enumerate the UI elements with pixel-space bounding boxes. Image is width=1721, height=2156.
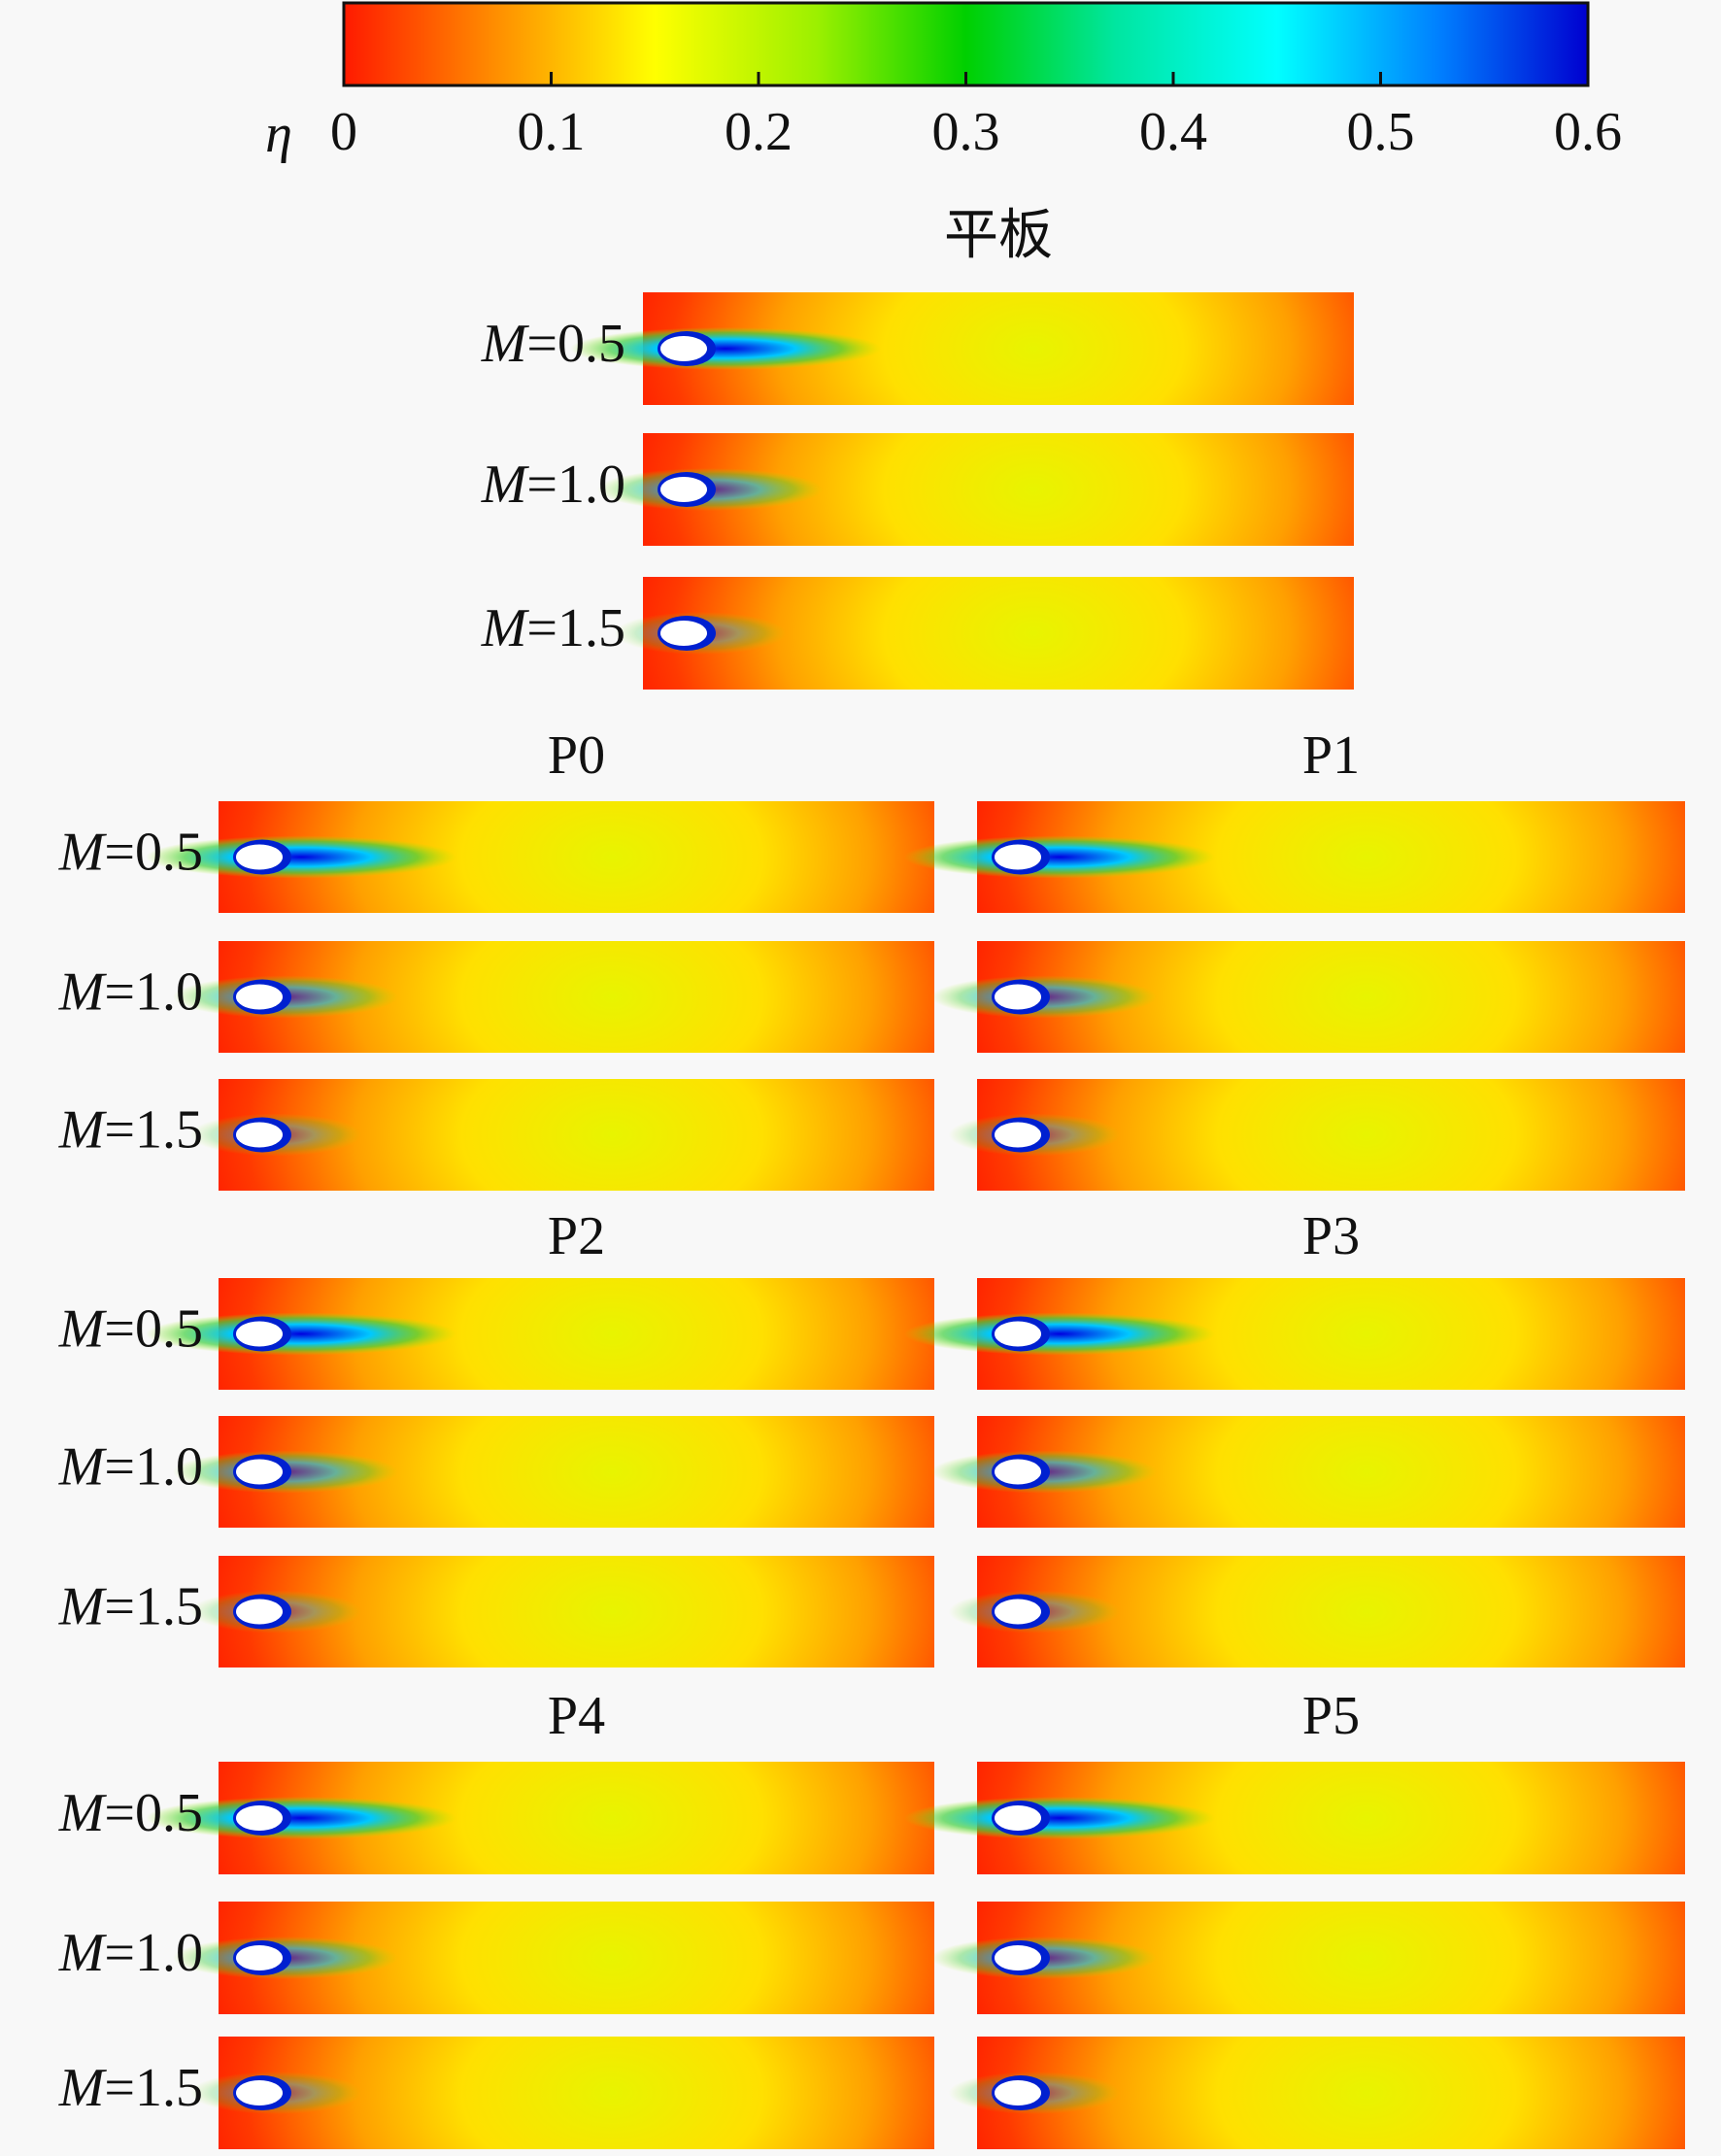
row-label-value: =1.5 [104, 2058, 203, 2118]
hole [236, 1321, 283, 1347]
row-label-variable: M [58, 1099, 108, 1160]
hole [995, 1459, 1041, 1485]
row-label-variable: M [58, 2058, 108, 2118]
contour-core [146, 1797, 456, 1839]
panel-title: P5 [1302, 1686, 1360, 1746]
row-label: M=1.0 [481, 455, 625, 515]
row-label-variable: M [58, 1783, 108, 1843]
hole [236, 1805, 283, 1831]
hole [660, 477, 707, 502]
hole [995, 1805, 1041, 1831]
hole [995, 1122, 1041, 1148]
row-label: M=1.5 [58, 2058, 203, 2118]
row-label-variable: M [58, 1436, 108, 1497]
hole [995, 984, 1041, 1010]
hole [660, 621, 707, 646]
row-label: M=1.0 [58, 1436, 203, 1497]
row-label-variable: M [58, 1923, 108, 1983]
row-label: M=1.5 [58, 1576, 203, 1636]
hole [236, 1122, 283, 1148]
hole [236, 984, 283, 1010]
colorbar-tick-label: 0.5 [1347, 102, 1415, 162]
row-label-variable: M [58, 822, 108, 882]
colorbar-tick-label: 0.1 [518, 102, 586, 162]
row-label-variable: M [58, 1298, 108, 1359]
contour-core [904, 835, 1215, 879]
panel-title: P0 [548, 725, 605, 786]
panel-title: P4 [548, 1686, 605, 1746]
row-label-value: =1.0 [104, 1436, 203, 1497]
row-label-value: =0.5 [104, 822, 203, 882]
row-label-variable: M [58, 1576, 108, 1636]
row-label-value: =1.5 [104, 1576, 203, 1636]
hole [660, 336, 707, 361]
contour-core [146, 1312, 456, 1356]
colorbar-label: η [265, 104, 292, 164]
row-label: M=1.0 [58, 961, 203, 1022]
row-label-value: =0.5 [526, 314, 625, 374]
hole [236, 2080, 283, 2105]
row-label-variable: M [481, 314, 530, 374]
row-label-variable: M [481, 455, 530, 515]
colorbar [342, 1, 1590, 87]
row-label-value: =1.0 [526, 455, 625, 515]
row-label: M=0.5 [481, 314, 625, 374]
panel-title: P1 [1302, 725, 1360, 786]
row-label: M=0.5 [58, 1783, 203, 1843]
contour-core [146, 835, 456, 879]
row-label-value: =1.5 [104, 1099, 203, 1160]
row-label-value: =1.0 [104, 961, 203, 1022]
row-label-value: =1.0 [104, 1923, 203, 1983]
row-label: M=0.5 [58, 1298, 203, 1359]
panel-title: P2 [548, 1206, 605, 1266]
hole [236, 1459, 283, 1485]
contour-core [904, 1312, 1215, 1356]
row-label-variable: M [481, 598, 530, 658]
row-label: M=0.5 [58, 822, 203, 882]
panel-title: 平板 [944, 206, 1053, 266]
contour-core [904, 1797, 1215, 1839]
hole [995, 844, 1041, 870]
colorbar-tick-label: 0.4 [1139, 102, 1207, 162]
row-label-value: =1.5 [526, 598, 625, 658]
panel-title: P3 [1302, 1206, 1360, 1266]
hole [995, 1945, 1041, 1971]
row-label: M=1.5 [481, 598, 625, 658]
row-label-value: =0.5 [104, 1298, 203, 1359]
hole [236, 1599, 283, 1625]
colorbar-tick-label: 0.3 [932, 102, 1000, 162]
row-label-value: =0.5 [104, 1783, 203, 1843]
hole [236, 1945, 283, 1971]
colorbar-tick-label: 0.6 [1554, 102, 1622, 162]
row-label: M=1.5 [58, 1099, 203, 1160]
row-label-variable: M [58, 961, 108, 1022]
hole [236, 844, 283, 870]
colorbar-tick-label: 0 [330, 102, 357, 162]
contour-core [570, 327, 881, 370]
row-label: M=1.0 [58, 1923, 203, 1983]
colorbar-tick-label: 0.2 [725, 102, 793, 162]
hole [995, 1321, 1041, 1347]
hole [995, 2080, 1041, 2105]
hole [995, 1599, 1041, 1625]
